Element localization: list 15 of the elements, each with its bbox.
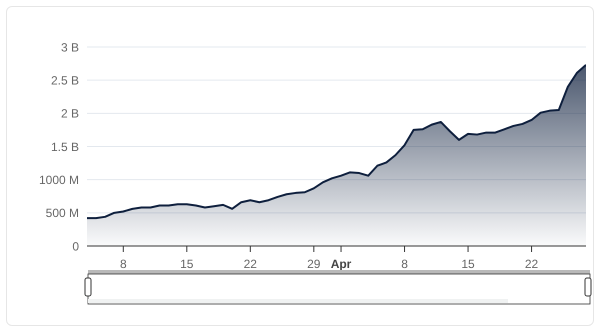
x-tick-label: 15 xyxy=(180,257,194,271)
y-tick-label: 500 M xyxy=(46,206,79,220)
y-tick-label: 1000 M xyxy=(38,172,79,187)
x-tick-label: 8 xyxy=(120,257,127,271)
y-tick-label: 1.5 B xyxy=(50,140,79,154)
x-tick-label: 22 xyxy=(524,257,539,271)
y-tick-label: 2 B xyxy=(60,106,79,121)
x-tick-label: 29 xyxy=(307,257,321,271)
y-tick-label: 3 B xyxy=(60,40,79,54)
x-tick-label: Apr xyxy=(330,257,352,271)
x-tick-label: 22 xyxy=(244,257,258,271)
y-tick-label: 2.5 B xyxy=(50,73,79,88)
x-tick-label: 8 xyxy=(401,257,408,271)
y-tick-label: 0 xyxy=(72,239,80,254)
x-tick-label: 15 xyxy=(461,257,476,271)
